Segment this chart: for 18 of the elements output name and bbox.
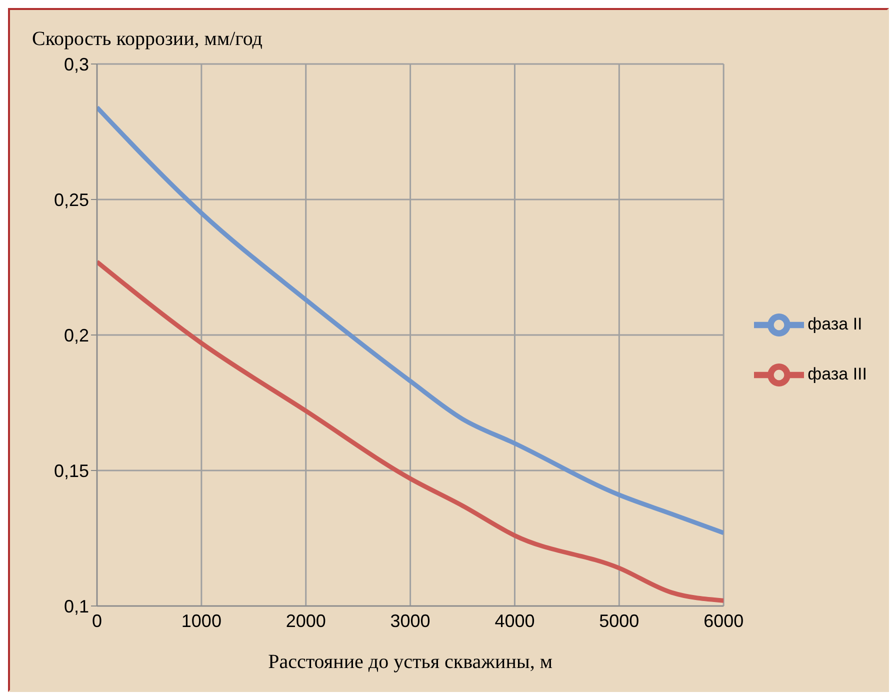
y-tick-label: 0,3 — [64, 54, 89, 74]
y-tick-label: 0,25 — [54, 190, 89, 210]
x-tick-label: 1000 — [181, 610, 222, 631]
x-tick-label: 6000 — [704, 610, 744, 631]
y-tick-label: 0,15 — [54, 460, 89, 481]
y-axis-title: Скорость коррозии, мм/год — [32, 28, 262, 51]
line-series — [97, 260, 724, 603]
line-series — [97, 105, 724, 536]
x-tick-label: 3000 — [390, 610, 430, 631]
x-tick-label: 5000 — [599, 610, 640, 631]
x-axis-title: Расстояние до устья скважины, м — [268, 651, 553, 673]
y-tick-label: 0,2 — [64, 325, 89, 346]
x-tick-label: 2000 — [286, 610, 326, 631]
legend-label: фаза II — [808, 314, 862, 334]
y-tick-label: 0,1 — [64, 596, 89, 616]
x-tick-label: 0 — [92, 610, 102, 631]
legend-label: фаза III — [808, 364, 867, 384]
x-tick-label: 4000 — [494, 610, 535, 631]
